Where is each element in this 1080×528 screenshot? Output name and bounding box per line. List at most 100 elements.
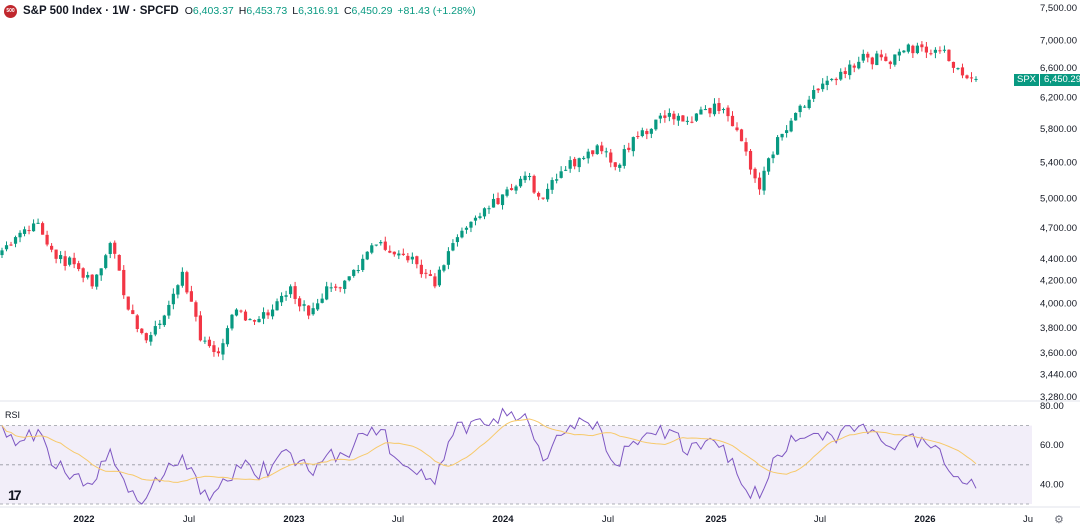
candle-body bbox=[812, 90, 816, 99]
candle-body bbox=[825, 80, 829, 85]
candle-body bbox=[108, 243, 112, 254]
candle-body bbox=[627, 147, 631, 150]
price-axis-label: 6,200.00 bbox=[1040, 93, 1077, 104]
candle-body bbox=[72, 257, 76, 265]
candle-body bbox=[243, 311, 248, 321]
rsi-line bbox=[1, 407, 977, 505]
candle-body bbox=[153, 326, 157, 335]
candle-body bbox=[22, 229, 27, 234]
candle-body bbox=[518, 178, 523, 187]
candle-body bbox=[90, 274, 94, 287]
candle-body bbox=[564, 169, 568, 171]
candle-body bbox=[379, 242, 383, 244]
candle-body bbox=[338, 287, 342, 289]
price-axis-label: 4,700.00 bbox=[1040, 223, 1077, 234]
candle-body bbox=[63, 256, 67, 266]
candle-body bbox=[780, 133, 784, 138]
candle-body bbox=[694, 113, 699, 121]
ohlc-legend: O6,403.37 H6,453.73 L6,316.91 C6,450.29 … bbox=[185, 5, 476, 17]
candle-body bbox=[316, 303, 320, 310]
candle-body bbox=[257, 318, 261, 323]
candle-body bbox=[807, 99, 811, 109]
change-value: +81.43 (+1.28%) bbox=[397, 5, 476, 17]
tradingview-logo-icon[interactable]: 17 bbox=[8, 487, 22, 503]
candle-body bbox=[144, 333, 148, 341]
symbol-title[interactable]: S&P 500 Index · 1W · SPCFD bbox=[23, 5, 179, 17]
candle-body bbox=[757, 177, 762, 190]
candle-body bbox=[550, 180, 554, 190]
candle-body bbox=[794, 112, 798, 121]
candle-body bbox=[956, 68, 960, 70]
candle-body bbox=[771, 154, 775, 159]
high-value: 6,453.73 bbox=[246, 5, 288, 17]
rsi-ma-line bbox=[1, 418, 977, 483]
candle-body bbox=[401, 253, 405, 255]
candle-body bbox=[171, 293, 175, 305]
candle-body bbox=[406, 255, 410, 261]
candle-body bbox=[622, 149, 626, 166]
time-axis-label: Jul bbox=[814, 514, 826, 525]
candle-body bbox=[703, 109, 708, 111]
candle-body bbox=[726, 107, 730, 117]
price-tag-symbol: SPX bbox=[1014, 74, 1040, 86]
gear-icon[interactable]: ⚙ bbox=[1054, 514, 1064, 526]
open-value: 6,403.37 bbox=[192, 5, 234, 17]
candle-body bbox=[180, 271, 184, 286]
candle-body bbox=[248, 319, 252, 321]
candle-body bbox=[424, 272, 428, 274]
candle-body bbox=[176, 285, 180, 295]
candle-body bbox=[261, 312, 266, 319]
candle-body bbox=[717, 103, 721, 112]
candle-body bbox=[198, 315, 203, 341]
candle-body bbox=[113, 242, 117, 254]
rsi-panel-label[interactable]: RSI bbox=[5, 410, 21, 420]
candle-body bbox=[875, 53, 879, 66]
candle-body bbox=[514, 186, 518, 191]
candle-body bbox=[284, 295, 288, 297]
candle-body bbox=[816, 88, 820, 91]
price-axis-label: 5,400.00 bbox=[1040, 158, 1077, 169]
candle-body bbox=[298, 298, 302, 307]
close-value: 6,450.29 bbox=[351, 5, 393, 17]
candle-body bbox=[636, 136, 640, 138]
candle-body bbox=[356, 270, 360, 272]
candle-body bbox=[194, 302, 198, 317]
candle-body bbox=[99, 268, 103, 276]
candle-body bbox=[325, 286, 329, 300]
candle-body bbox=[397, 253, 401, 256]
price-axis-label: 6,600.00 bbox=[1040, 63, 1077, 74]
candle-body bbox=[68, 257, 72, 265]
candle-body bbox=[370, 245, 374, 253]
candle-body bbox=[383, 241, 387, 250]
candle-body bbox=[451, 243, 455, 251]
candle-body bbox=[54, 249, 58, 259]
time-axis-label: 2025 bbox=[705, 514, 727, 525]
candle-body bbox=[640, 130, 644, 137]
candle-body bbox=[649, 128, 653, 134]
candle-body bbox=[302, 304, 306, 306]
candle-body bbox=[270, 309, 275, 317]
candle-body bbox=[131, 310, 135, 315]
candle-body bbox=[266, 312, 270, 316]
candle-body bbox=[965, 75, 969, 79]
candle-body bbox=[555, 179, 559, 181]
candle-body bbox=[721, 109, 726, 111]
time-axis-label: Jul bbox=[183, 514, 195, 525]
candle-body bbox=[374, 244, 378, 246]
candle-body bbox=[929, 53, 933, 55]
candle-body bbox=[631, 137, 635, 152]
candle-body bbox=[464, 227, 469, 230]
price-axis-label: 4,200.00 bbox=[1040, 276, 1077, 287]
price-axis-label: 4,400.00 bbox=[1040, 254, 1077, 265]
candle-body bbox=[775, 137, 780, 155]
candle-body bbox=[600, 145, 604, 152]
candle-body bbox=[487, 208, 491, 210]
candle-body bbox=[582, 157, 586, 159]
candle-body bbox=[920, 44, 924, 48]
candle-body bbox=[45, 234, 49, 245]
candle-body bbox=[654, 119, 658, 130]
candle-body bbox=[618, 164, 622, 168]
candle-body bbox=[31, 223, 36, 232]
price-axis-label: 7,000.00 bbox=[1040, 35, 1077, 46]
